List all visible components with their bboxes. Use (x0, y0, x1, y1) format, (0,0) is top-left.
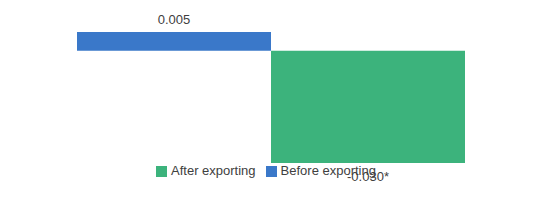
svg-text:0.005: 0.005 (158, 12, 191, 27)
svg-text:-0.030*: -0.030* (347, 169, 389, 184)
